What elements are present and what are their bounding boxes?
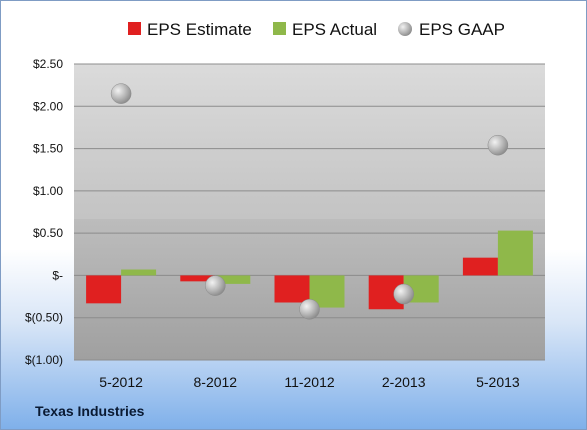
gaap-point (487, 134, 509, 156)
bars (86, 230, 533, 310)
legend-swatch-estimate (128, 22, 141, 35)
actual-bar (215, 275, 251, 284)
gaap-point (393, 283, 414, 305)
y-axis-labels: $2.50 $2.00 $1.50 $1.00 $0.50 $- $(0.50) $(1.00… (25, 57, 63, 367)
x-tick-label: 2-2013 (382, 374, 426, 390)
gaap-points (110, 83, 509, 320)
y-tick-label: $- (52, 268, 63, 282)
estimate-bar (274, 275, 310, 303)
estimate-bar (86, 275, 122, 304)
legend: EPS Estimate EPS Actual EPS GAAP (128, 20, 505, 39)
x-tick-label: 5-2012 (99, 374, 143, 390)
x-axis-labels: 5-2012 8-2012 11-2012 2-2013 5-2013 (99, 374, 520, 390)
estimate-bar (462, 257, 498, 276)
y-tick-label: $2.50 (33, 57, 63, 71)
legend-label-gaap: EPS GAAP (419, 20, 505, 39)
actual-bar (121, 269, 157, 276)
legend-swatch-actual (273, 22, 286, 35)
legend-marker-gaap (398, 22, 412, 36)
y-tick-label: $0.50 (33, 226, 63, 240)
y-tick-label: $1.00 (33, 184, 63, 198)
gaap-point (110, 83, 132, 104)
estimate-bar (180, 275, 216, 282)
y-tick-label: $(0.50) (25, 311, 63, 325)
y-tick-label: $2.00 (33, 99, 63, 113)
x-tick-label: 5-2013 (476, 374, 520, 390)
eps-chart: EPS Estimate EPS Actual EPS GAAP $2.50$2… (25, 20, 545, 390)
company-name: Texas Industries (35, 403, 145, 419)
y-tick-label: $1.50 (33, 142, 63, 156)
x-tick-label: 11-2012 (284, 374, 335, 390)
x-tick-label: 8-2012 (194, 374, 238, 390)
legend-label-estimate: EPS Estimate (147, 20, 252, 39)
plot-highlight (74, 64, 545, 219)
gaap-point (205, 275, 226, 296)
actual-bar (497, 230, 533, 276)
legend-label-actual: EPS Actual (292, 20, 377, 39)
gaap-point (299, 299, 320, 320)
y-tick-label: $(1.00) (25, 353, 63, 367)
